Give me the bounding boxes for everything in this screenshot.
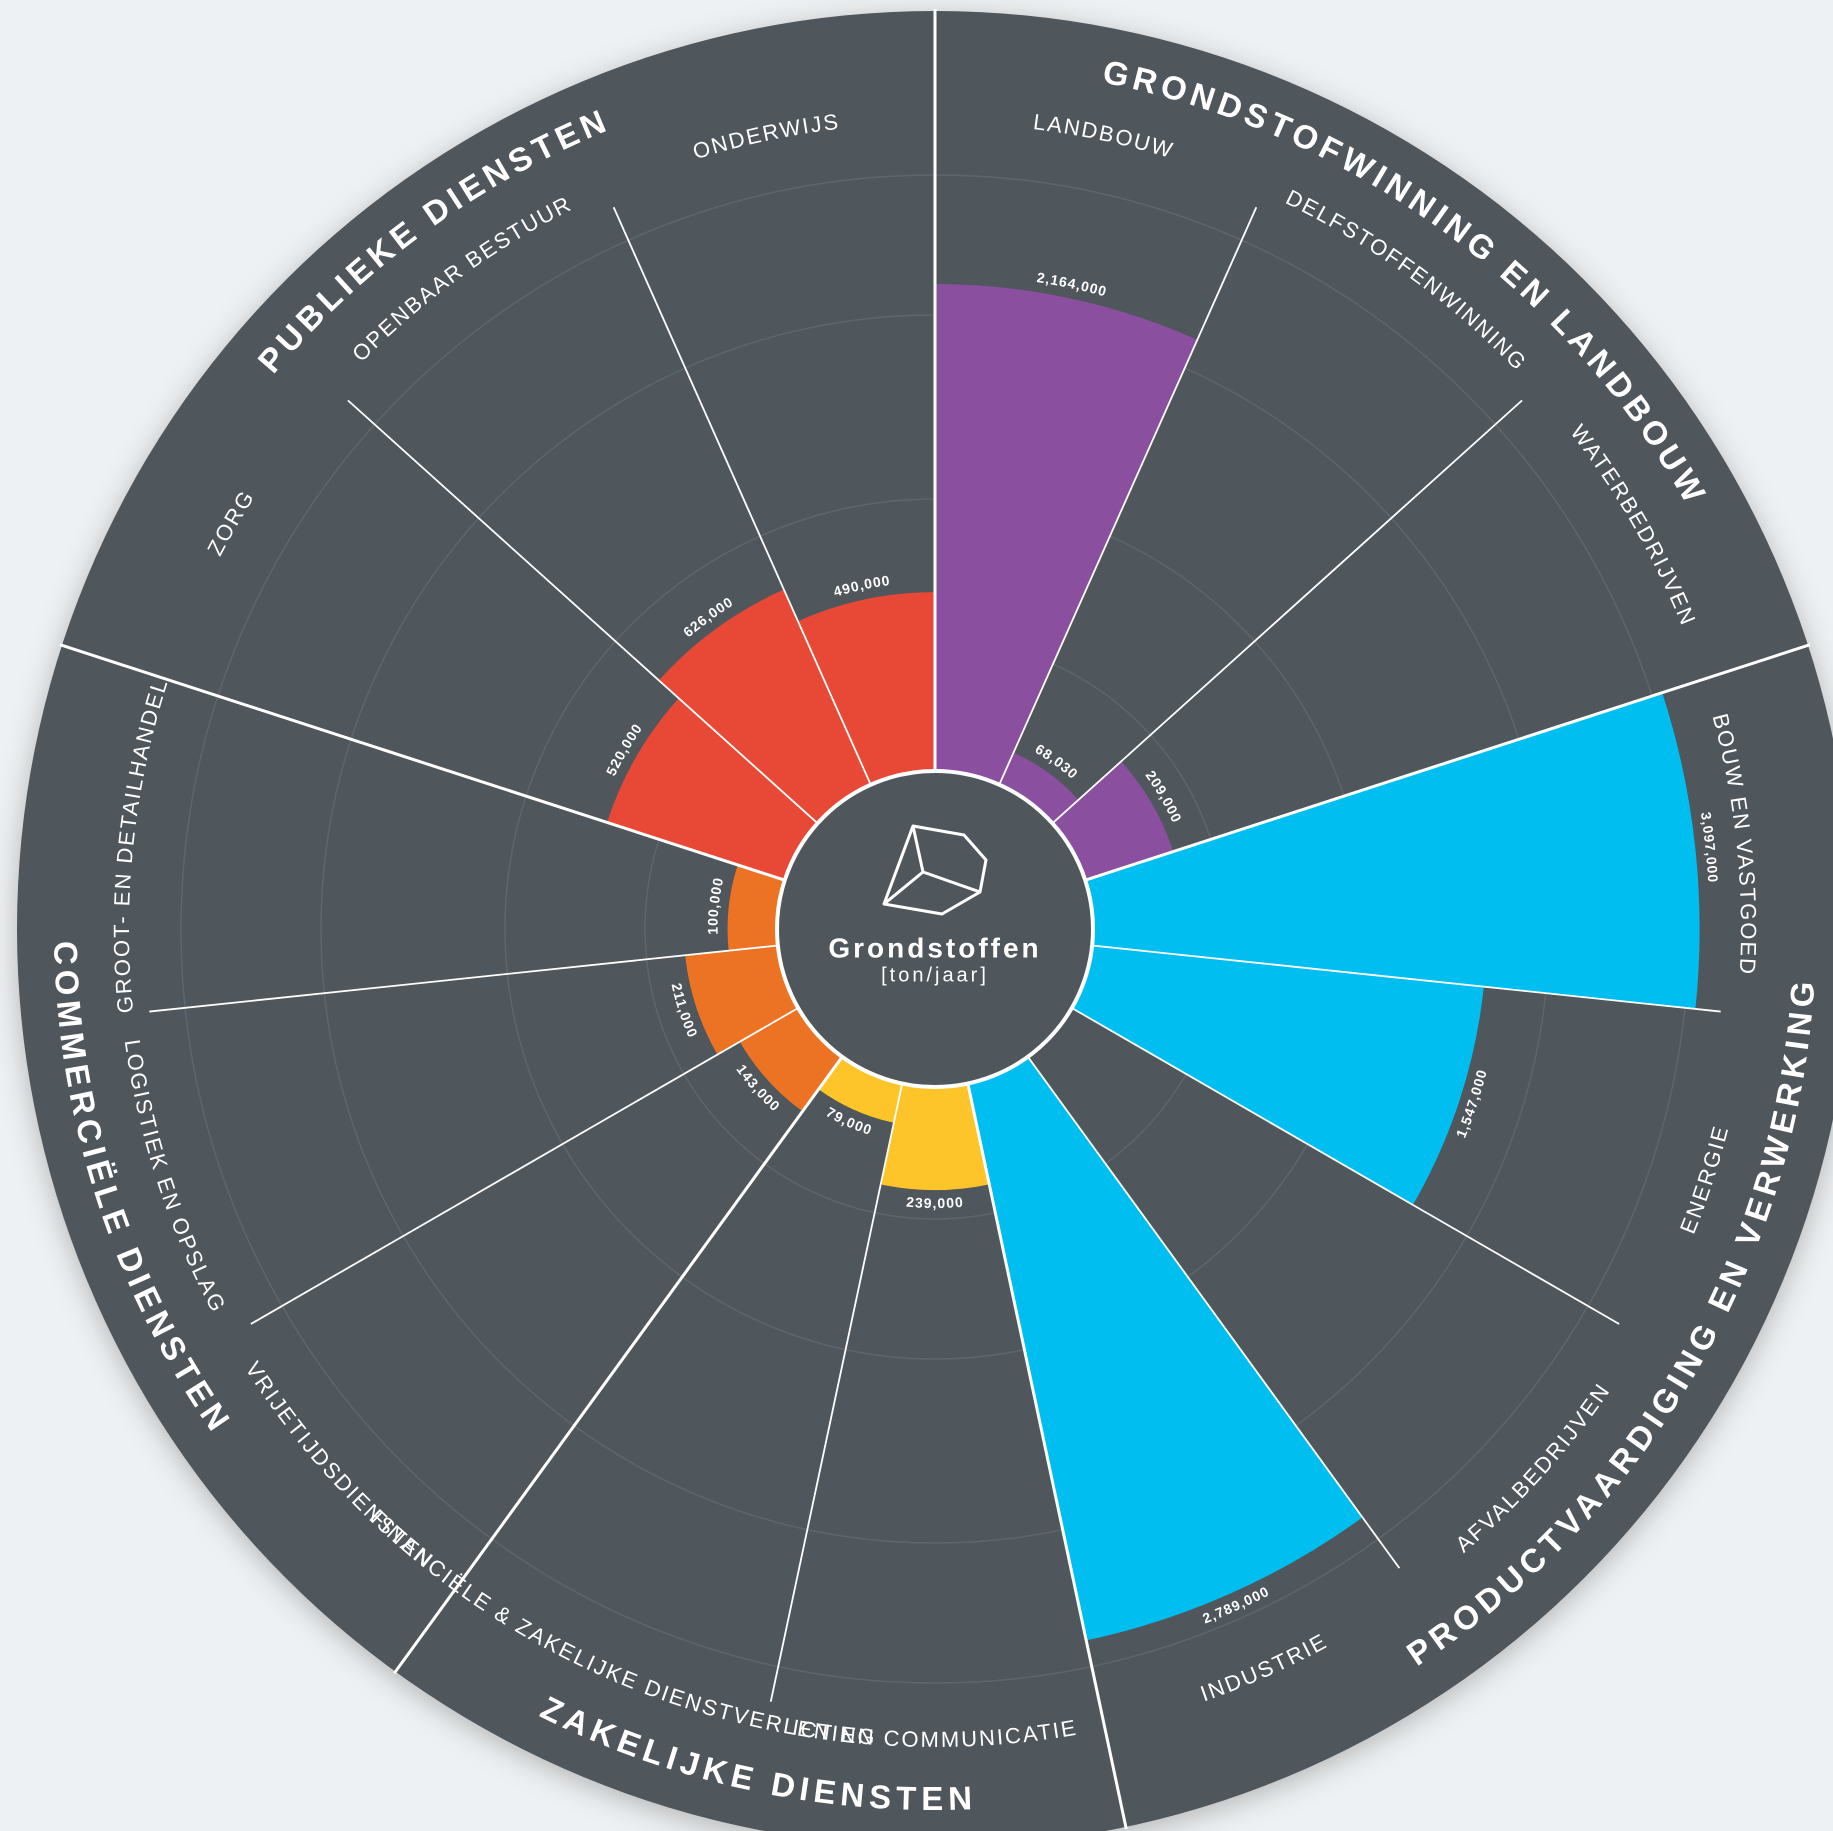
- bar: [607, 698, 818, 881]
- group-divider: [1084, 643, 1811, 882]
- data-label: 239,000: [906, 1193, 965, 1210]
- sector-divider: [1051, 399, 1523, 824]
- chart-title: Grondstoffen: [828, 932, 1041, 963]
- bar: [818, 1056, 903, 1123]
- bar: [685, 945, 799, 1055]
- sector-divider: [612, 206, 872, 786]
- sector-divider: [1071, 1007, 1620, 1325]
- sector-divider: [347, 399, 819, 824]
- bar: [1085, 692, 1700, 1009]
- bar: [1052, 761, 1174, 881]
- sector-divider: [149, 944, 778, 1013]
- bar: [880, 1083, 990, 1191]
- bar: [967, 1056, 1363, 1641]
- bar: [935, 283, 1198, 785]
- sector-divider: [998, 206, 1258, 786]
- data-label: 239,000: [906, 1193, 964, 1210]
- bar: [658, 589, 871, 824]
- cube-icon: [882, 824, 988, 916]
- group-divider: [59, 643, 786, 882]
- sector-divider: [1027, 1056, 1401, 1569]
- group-divider: [393, 1055, 844, 1675]
- sector-divider: [1092, 944, 1721, 1013]
- bar: [999, 752, 1079, 824]
- bar: [1071, 945, 1484, 1205]
- sector-divider: [769, 1083, 904, 1702]
- data-label: 100,000: [704, 875, 726, 934]
- sector-divider: [250, 1007, 799, 1325]
- bar: [797, 592, 935, 785]
- group-divider: [966, 1083, 1128, 1830]
- bar: [727, 864, 785, 951]
- center-disc: [775, 769, 1095, 1089]
- data-label: 100,000: [704, 875, 725, 934]
- chart-subtitle: [ton/jaar]: [881, 964, 989, 986]
